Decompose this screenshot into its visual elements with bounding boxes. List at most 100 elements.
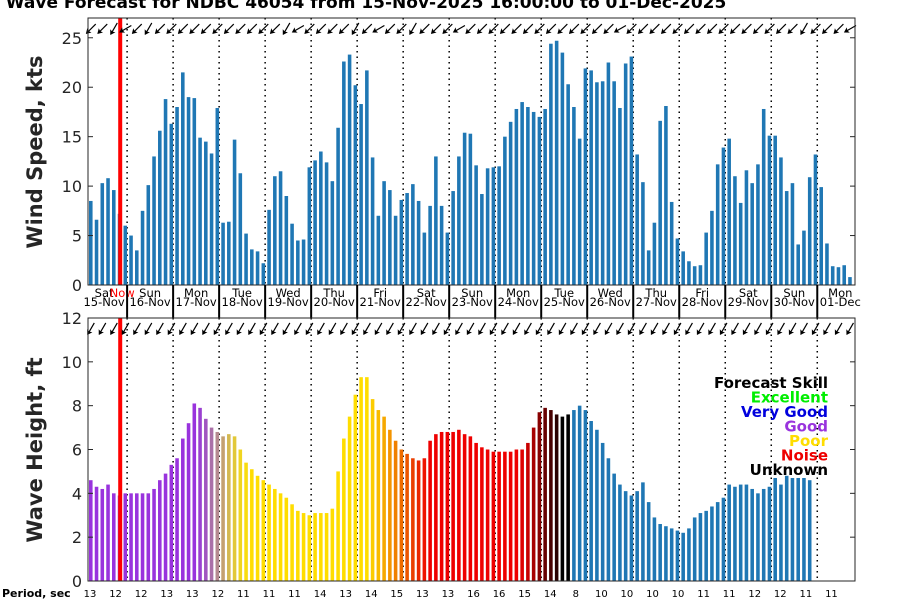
wave-arrow-head bbox=[478, 329, 484, 336]
wave-bar bbox=[704, 510, 708, 581]
wind-bar bbox=[451, 191, 455, 285]
legend-item-unknown: Unknown bbox=[750, 461, 828, 479]
wind-bar bbox=[204, 141, 208, 285]
wind-bar bbox=[761, 108, 766, 285]
wind-bar bbox=[485, 168, 490, 285]
wind-bar bbox=[842, 265, 846, 285]
day-name-label: Wed bbox=[276, 286, 301, 300]
day-date-label: 01-Dec bbox=[820, 295, 861, 309]
wind-arrow-head bbox=[800, 29, 806, 36]
wind-direction-arrow bbox=[110, 22, 118, 36]
wave-bar bbox=[790, 477, 795, 581]
wind-bar bbox=[802, 230, 806, 285]
wave-bar bbox=[175, 458, 179, 581]
wave-bar bbox=[290, 504, 294, 581]
wind-bar bbox=[244, 233, 248, 285]
wave-arrow-head bbox=[512, 329, 518, 336]
wind-bar bbox=[480, 194, 484, 285]
wave-direction-arrow bbox=[731, 322, 739, 336]
wind-bar bbox=[825, 243, 829, 285]
wind-bar bbox=[284, 196, 289, 285]
wave-direction-arrow bbox=[282, 322, 291, 336]
wave-bar bbox=[445, 431, 450, 581]
wave-bar bbox=[687, 528, 691, 581]
wave-direction-arrow bbox=[547, 322, 555, 336]
wave-arrow-head bbox=[535, 329, 541, 336]
wind-direction-arrow bbox=[522, 23, 534, 34]
wave-direction-arrow bbox=[409, 322, 417, 336]
wave-bar bbox=[192, 403, 197, 581]
wave-bar bbox=[416, 460, 421, 581]
wind-bar bbox=[365, 70, 369, 286]
period-label: 11 bbox=[799, 589, 812, 600]
day-name-label: Fri bbox=[695, 286, 709, 300]
wave-bar bbox=[497, 451, 501, 581]
period-label: 12 bbox=[774, 589, 787, 600]
wave-bar bbox=[411, 458, 415, 581]
wind-bar bbox=[836, 267, 841, 285]
wind-arrow-head bbox=[119, 27, 126, 33]
wind-ytick-label: 20 bbox=[62, 78, 82, 97]
wind-arrow-head bbox=[603, 28, 610, 34]
day-date-label: 26-Nov bbox=[590, 295, 631, 309]
wind-direction-arrow bbox=[476, 23, 488, 34]
wind-bar bbox=[784, 191, 789, 285]
wave-arrow-head bbox=[800, 329, 806, 336]
wind-bar bbox=[388, 190, 392, 285]
wind-direction-arrow bbox=[603, 23, 614, 34]
wind-direction-arrow bbox=[372, 24, 385, 33]
day-date-label: 28-Nov bbox=[682, 295, 723, 309]
wind-bar bbox=[129, 235, 133, 285]
wind-direction-arrow bbox=[843, 24, 857, 33]
wind-bar bbox=[508, 121, 513, 285]
wind-bar bbox=[606, 62, 611, 285]
wave-bar bbox=[186, 423, 191, 581]
wave-bar bbox=[485, 449, 490, 581]
wind-bar bbox=[468, 133, 473, 285]
wave-arrow-head bbox=[627, 329, 634, 336]
wave-arrow-head bbox=[581, 329, 587, 336]
wave-arrow-head bbox=[236, 329, 242, 336]
wave-arrow-head bbox=[811, 329, 818, 336]
day-name-label: Sun bbox=[783, 286, 805, 300]
wind-direction-arrow bbox=[568, 23, 580, 34]
day-name-label: Mon bbox=[184, 286, 208, 300]
wave-bar bbox=[554, 414, 559, 581]
wave-arrow-head bbox=[144, 329, 150, 336]
wind-bar bbox=[319, 151, 323, 285]
wave-arrow-head bbox=[351, 329, 357, 336]
wave-height-panel: 0 2 4 6 8 10 12 Wave Height, ft bbox=[23, 309, 856, 591]
wave-bar bbox=[169, 464, 174, 581]
wind-bar bbox=[186, 97, 191, 285]
wave-direction-arrow bbox=[236, 322, 245, 336]
wind-arrow-head bbox=[775, 28, 782, 34]
day-date-label: 25-Nov bbox=[544, 295, 585, 309]
wind-direction-arrow bbox=[683, 23, 695, 34]
wave-bar bbox=[796, 477, 800, 581]
wind-bar bbox=[664, 106, 668, 285]
wave-bar bbox=[669, 528, 674, 581]
wave-arrow-head bbox=[570, 329, 576, 336]
wave-arrow-head bbox=[133, 329, 139, 336]
wind-arrow-head bbox=[545, 28, 552, 34]
wind-direction-arrow bbox=[452, 24, 466, 33]
wind-bar bbox=[497, 166, 501, 285]
wave-direction-arrow bbox=[823, 322, 831, 336]
day-date-label: 18-Nov bbox=[222, 295, 263, 309]
wave-bar bbox=[664, 526, 668, 581]
wind-arrow-head bbox=[568, 28, 575, 34]
wind-arrow-head bbox=[683, 28, 690, 34]
wave-direction-arrow bbox=[570, 322, 578, 336]
wave-direction-arrow bbox=[708, 322, 716, 336]
wind-ytick-label: 0 bbox=[72, 276, 82, 295]
wave-bar bbox=[347, 416, 352, 581]
wind-direction-arrow bbox=[499, 23, 511, 34]
wind-arrow-head bbox=[591, 28, 598, 34]
wind-direction-arrows bbox=[85, 22, 857, 36]
period-label: 15 bbox=[390, 589, 403, 600]
wind-arrow-head bbox=[110, 29, 116, 36]
wind-bar bbox=[324, 162, 329, 285]
wind-bar bbox=[278, 171, 283, 285]
